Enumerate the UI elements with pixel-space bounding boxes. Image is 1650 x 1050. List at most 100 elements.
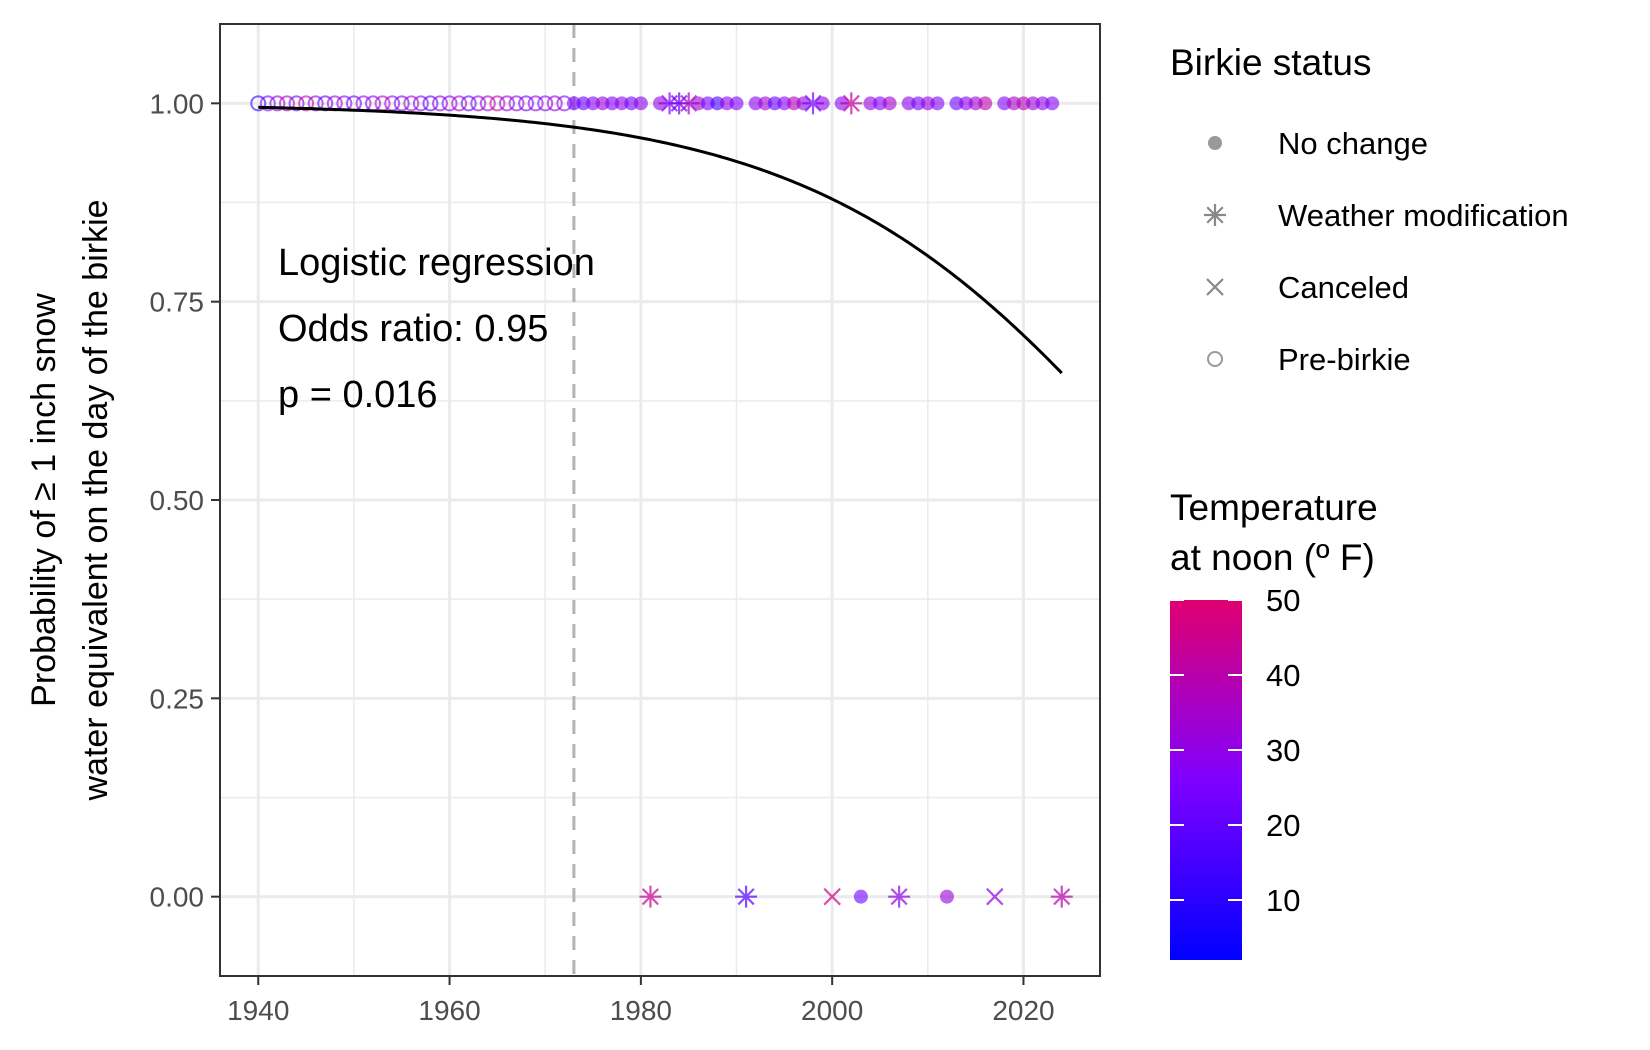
data-point [422,95,439,112]
data-point [1016,96,1031,111]
data-point [786,96,801,111]
data-point [441,95,458,112]
data-point [997,96,1012,111]
data-point [278,95,295,112]
temperature-legend-title-line-1: Temperature [1170,487,1378,528]
data-point [470,95,487,112]
data-point [451,95,468,112]
data-point [460,95,477,112]
data-point [930,96,945,111]
data-point [546,95,563,112]
data-point [939,889,954,904]
y-axis-title-line-1: Probability of ≥ 1 inch snow [25,293,63,707]
data-point [710,96,725,111]
colorbar-tick-label: 20 [1266,808,1300,843]
legend-label-no_change: No change [1278,126,1428,161]
annotation: Logistic regression Odds ratio: 0.95 p =… [278,242,595,416]
legend-key-canceled [1206,278,1224,296]
data-point [1050,885,1073,908]
data-point [767,96,782,111]
data-point [959,96,974,111]
data-point [748,96,763,111]
data-point [815,96,830,111]
y-axis-title: Probability of ≥ 1 inch snow water equiv… [25,199,115,801]
data-point [1006,96,1021,111]
data-point [384,95,401,112]
data-point [758,96,773,111]
temperature-colorbar [1170,600,1242,960]
data-point [576,96,591,111]
data-point [288,95,305,112]
data-point [777,96,792,111]
data-point [432,95,448,112]
annotation-line-2: Odds ratio: 0.95 [278,308,548,350]
x-tick-label: 2000 [801,995,863,1026]
data-point [489,95,506,112]
data-point [882,96,897,111]
data-point [920,96,935,111]
data-point [978,96,993,111]
data-point [614,96,629,111]
data-point [269,95,286,112]
data-point [888,885,911,908]
data-point [1035,96,1050,111]
data-point [986,887,1004,906]
colorbar-tick-label: 40 [1266,658,1300,693]
data-point [840,92,863,115]
y-tick-label: 1.00 [150,88,205,119]
data-point [595,96,610,111]
data-point [633,96,648,111]
y-tick-label: 0.75 [150,287,205,318]
y-tick-label: 0.25 [150,683,205,714]
legend-label-pre_birkie: Pre-birkie [1278,342,1411,377]
data-point [719,96,734,111]
data-point [527,95,544,112]
data-point [412,95,429,112]
status-legend: Birkie status No change Weather modificat… [1170,42,1569,377]
data-point [949,96,964,111]
y-tick-label: 0.00 [150,882,205,913]
data-point [566,96,581,111]
data-point [823,887,841,906]
data-point [863,96,878,111]
colorbar-tick-label: 10 [1266,883,1300,918]
data-point [259,95,276,112]
y-tick-label: 0.50 [150,485,205,516]
logistic-fit-curve [258,105,1063,375]
legend-key-pre_birkie [1207,351,1223,367]
data-point [968,96,983,111]
temperature-legend: Temperature at noon (º F) 10 20 30 40 50 [1170,487,1378,960]
y-axis-title-line-2: water equivalent on the day of the birki… [77,199,115,801]
data-point [1026,96,1041,111]
data-point [537,95,554,112]
legend-key-weather_mod [1204,204,1226,226]
legend-label-canceled: Canceled [1278,270,1409,305]
x-axis: 1940 1960 1980 2000 2020 [227,976,1055,1026]
y-axis: 0.00 0.25 0.50 0.75 1.00 [150,88,220,913]
temperature-legend-title-line-2: at noon (º F) [1170,537,1375,578]
legend-label-weather_mod: Weather modification [1278,198,1569,233]
data-point [729,96,744,111]
data-point [901,96,916,111]
data-point [873,96,887,111]
data-point [403,95,420,112]
data-point [479,95,496,112]
data-point [639,885,662,908]
data-point [677,92,700,115]
x-tick-label: 1960 [418,995,480,1026]
data-point [508,95,525,112]
data-point [250,95,267,112]
data-point [393,95,410,112]
x-tick-label: 2020 [992,995,1054,1026]
colorbar-tick-label: 50 [1266,583,1300,618]
data-point [624,96,639,111]
data-point [298,95,315,112]
colorbar-tick-label: 30 [1266,733,1300,768]
data-point [498,95,515,112]
annotation-line-1: Logistic regression [278,242,595,284]
annotation-line-3: p = 0.016 [278,374,438,416]
data-point [1045,96,1060,111]
data-point [691,96,706,111]
data-point [735,885,758,908]
